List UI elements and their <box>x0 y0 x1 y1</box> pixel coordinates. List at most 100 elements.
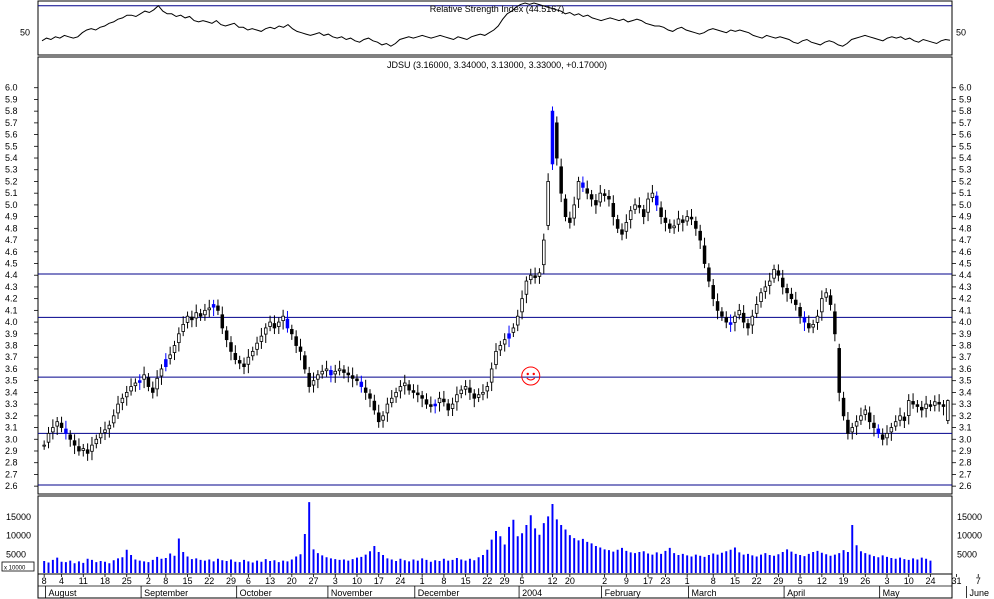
candle-body <box>715 301 720 311</box>
candle-body <box>933 401 937 406</box>
candle-body <box>324 368 329 372</box>
month-label: April <box>787 588 805 598</box>
candle-body <box>802 317 807 323</box>
price-panel: JDSU (3.16000, 3.34000, 3.13000, 3.33000… <box>5 56 972 495</box>
candle-body <box>181 324 185 332</box>
day-label: 27 <box>309 576 319 586</box>
smiley-face <box>521 366 541 386</box>
candle-body <box>780 277 785 288</box>
rsi-line <box>41 2 951 47</box>
candle-body <box>463 386 468 390</box>
price-tick-label-right: 4.6 <box>959 247 972 257</box>
candle-body <box>559 166 563 194</box>
candle-body <box>668 223 672 229</box>
candle-body <box>537 272 542 277</box>
candle-body <box>285 318 290 329</box>
candle-body <box>737 309 742 316</box>
price-tick-label-right: 5.8 <box>959 106 972 116</box>
candle-body <box>494 350 498 365</box>
candle-body <box>77 446 81 452</box>
candle-body <box>846 419 850 434</box>
volume-tick-label-right: 10000 <box>957 531 982 541</box>
candle-body <box>346 372 351 376</box>
candle-body <box>433 403 437 407</box>
price-tick-label-right: 2.7 <box>959 469 972 479</box>
candle-body <box>520 298 524 313</box>
candle-body <box>138 380 142 383</box>
candle-body <box>906 400 911 416</box>
candle-body <box>198 313 203 317</box>
day-label: 12 <box>817 576 827 586</box>
price-tick-label-left: 4.9 <box>5 212 18 222</box>
candle-body <box>281 315 285 322</box>
candle-body <box>455 394 459 403</box>
price-tick-label-right: 2.8 <box>959 458 972 468</box>
candle-body <box>854 421 859 427</box>
price-tick-label-left: 2.6 <box>5 481 18 491</box>
volume-unit-label: x 10000 <box>4 566 26 572</box>
candle-body <box>733 315 737 323</box>
candlesticks <box>42 106 950 461</box>
month-label: October <box>240 588 272 598</box>
candle-body <box>698 230 702 241</box>
volume-unit-box <box>1 561 35 572</box>
candle-body <box>555 122 559 159</box>
candle-body <box>598 192 603 203</box>
candle-body <box>911 401 915 405</box>
candle-body <box>581 182 585 188</box>
price-tick-label-left: 4.2 <box>5 294 18 304</box>
price-tick-label-right: 3.5 <box>959 376 972 386</box>
candle-body <box>524 280 529 295</box>
price-tick-label-right: 3.3 <box>959 399 972 409</box>
rsi-title: Relative Strength Index (44.5167) <box>430 4 565 14</box>
day-label: 29 <box>500 576 510 586</box>
day-label: 22 <box>752 576 762 586</box>
candle-body <box>411 390 416 393</box>
candle-body <box>185 315 190 323</box>
candle-body <box>446 403 450 411</box>
candle-body <box>620 229 624 235</box>
candle-body <box>177 333 181 343</box>
candle-body <box>902 416 907 421</box>
price-tick-label-right: 5.5 <box>959 141 972 151</box>
smiley-eye <box>532 372 535 376</box>
candle-body <box>303 355 307 370</box>
price-tick-label-right: 4.4 <box>959 270 972 280</box>
candle-body <box>229 342 233 352</box>
price-tick-label-right: 4.3 <box>959 282 972 292</box>
candle-body <box>294 336 298 346</box>
candle-body <box>316 374 320 380</box>
price-tick-label-right: 2.6 <box>959 481 972 491</box>
candle-body <box>298 346 303 352</box>
candle-body <box>568 217 572 223</box>
candle-body <box>550 110 555 165</box>
candle-body <box>511 327 516 333</box>
price-tick-label-left: 3.1 <box>5 423 18 433</box>
rsi-right-tick-label: 50 <box>956 28 966 38</box>
candle-body <box>828 295 833 305</box>
candle-body <box>694 220 698 229</box>
month-label: December <box>418 588 460 598</box>
candle-body <box>815 315 820 323</box>
day-label: 3 <box>333 576 338 586</box>
smiley-mouth <box>526 377 536 381</box>
candle-body <box>420 395 424 399</box>
price-tick-label-right: 5.1 <box>959 188 972 198</box>
day-label: 13 <box>265 576 275 586</box>
candle-body <box>429 404 433 407</box>
candle-body <box>876 428 881 434</box>
candle-body <box>255 342 259 350</box>
day-label: 20 <box>565 576 575 586</box>
candle-body <box>337 368 342 372</box>
candle-body <box>424 399 429 405</box>
candle-body <box>389 397 394 404</box>
candle-body <box>789 293 794 300</box>
day-label: 17 <box>643 576 653 586</box>
price-tick-label-left: 3.8 <box>5 341 18 351</box>
price-title: JDSU (3.16000, 3.34000, 3.13000, 3.33000… <box>387 60 607 70</box>
price-tick-label-right: 3.7 <box>959 352 972 362</box>
price-tick-label-right: 5.2 <box>959 176 972 186</box>
candle-body <box>759 292 763 302</box>
candle-body <box>207 307 212 311</box>
